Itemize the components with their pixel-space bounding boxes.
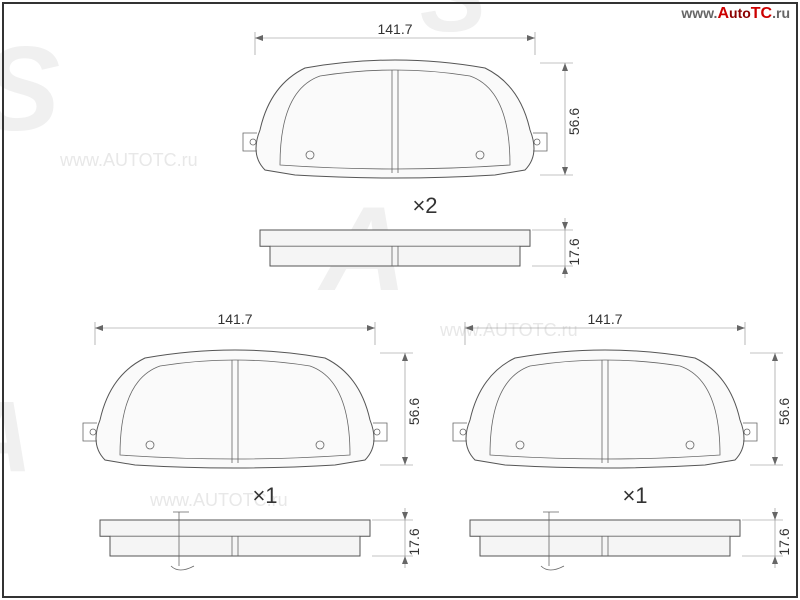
multiplier-label: ×1 bbox=[252, 483, 277, 508]
width-dimension: 141.7 bbox=[465, 311, 745, 345]
pad-group-bottom-right: 141.7 56.6 ×1 bbox=[420, 310, 790, 586]
width-value: 141.7 bbox=[377, 21, 412, 37]
height-value: 56.6 bbox=[776, 398, 790, 425]
brake-pad-drawing: 141.7 56.6 ×1 bbox=[50, 310, 420, 581]
pad-group-top: 141.7 56.6 ×2 bbox=[210, 20, 580, 296]
width-dimension: 141.7 bbox=[95, 311, 375, 345]
height-dimension: 56.6 bbox=[540, 63, 580, 175]
thickness-dimension: 17.6 bbox=[372, 508, 420, 568]
thickness-value: 17.6 bbox=[776, 528, 790, 555]
brake-pad-drawing: 141.7 56.6 ×1 bbox=[420, 310, 790, 581]
pad-face-outline bbox=[256, 60, 534, 178]
pad-face-outline bbox=[96, 350, 374, 468]
thickness-value: 17.6 bbox=[566, 238, 580, 265]
watermark-url: www.AutoTC.ru bbox=[681, 5, 790, 23]
height-value: 56.6 bbox=[566, 108, 580, 135]
height-dimension: 56.6 bbox=[750, 353, 790, 465]
pad-side-view bbox=[470, 520, 740, 556]
thickness-dimension: 17.6 bbox=[532, 218, 580, 278]
thickness-dimension: 17.6 bbox=[742, 508, 790, 568]
pad-face-outline bbox=[466, 350, 744, 468]
height-dimension: 56.6 bbox=[380, 353, 420, 465]
width-value: 141.7 bbox=[217, 311, 252, 327]
width-value: 141.7 bbox=[587, 311, 622, 327]
pad-side-view bbox=[100, 520, 370, 556]
height-value: 56.6 bbox=[406, 398, 420, 425]
width-dimension: 141.7 bbox=[255, 21, 535, 55]
pad-group-bottom-left: 141.7 56.6 ×1 bbox=[50, 310, 420, 586]
thickness-value: 17.6 bbox=[406, 528, 420, 555]
multiplier-label: ×2 bbox=[412, 193, 437, 218]
brake-pad-drawing: 141.7 56.6 ×2 bbox=[210, 20, 580, 291]
multiplier-label: ×1 bbox=[622, 483, 647, 508]
pad-side-view bbox=[260, 230, 530, 266]
